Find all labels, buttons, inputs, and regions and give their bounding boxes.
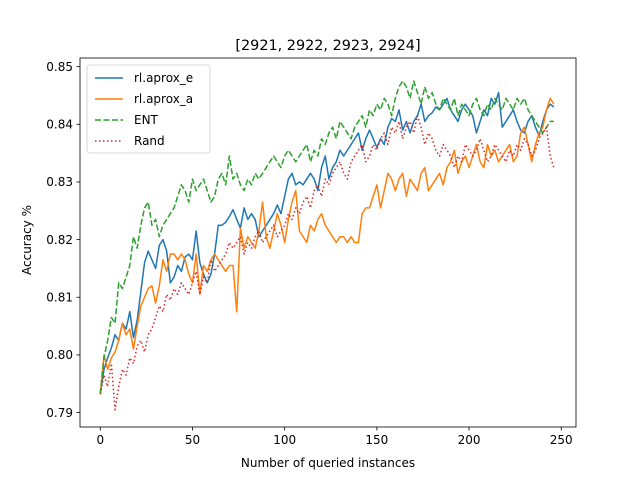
legend-label-1: rl.aprox_a [134, 92, 193, 106]
x-tick-label: 250 [550, 433, 573, 447]
plot-area: 0 50 100 150 200 250 0.79 0.80 0.81 0.82 0.83 0.84 0… [46, 57, 577, 447]
y-tick-label: 0.79 [46, 406, 73, 420]
y-tick-label: 0.81 [46, 290, 73, 304]
y-tick-label: 0.82 [46, 233, 73, 247]
x-tick-label: 0 [96, 433, 104, 447]
x-tick-label: 100 [273, 433, 296, 447]
legend-box [86, 64, 211, 154]
y-tick-label: 0.80 [46, 348, 73, 362]
legend-label-0: rl.aprox_e [134, 71, 193, 85]
x-tick-label: 150 [365, 433, 388, 447]
y-tick-label: 0.83 [46, 175, 73, 189]
legend-label-3: Rand [134, 134, 165, 148]
x-tick-label: 50 [185, 433, 200, 447]
chart-title: [2921, 2922, 2923, 2924] [235, 38, 420, 54]
series-line-0 [99, 91, 555, 395]
series-line-2 [99, 80, 554, 395]
series-line-1 [99, 97, 555, 395]
y-tick-label: 0.84 [46, 118, 73, 132]
y-axis-label: Accuracy % [20, 205, 34, 275]
axes-frame [79, 57, 577, 428]
x-tick-label: 200 [458, 433, 481, 447]
legend-label-2: ENT [134, 113, 159, 127]
x-axis-label: Number of queried instances [241, 456, 415, 470]
y-tick-label: 0.85 [46, 60, 73, 74]
series-line-3 [99, 114, 555, 411]
legend: rl.aprox_e rl.aprox_a ENT Rand [86, 64, 211, 154]
